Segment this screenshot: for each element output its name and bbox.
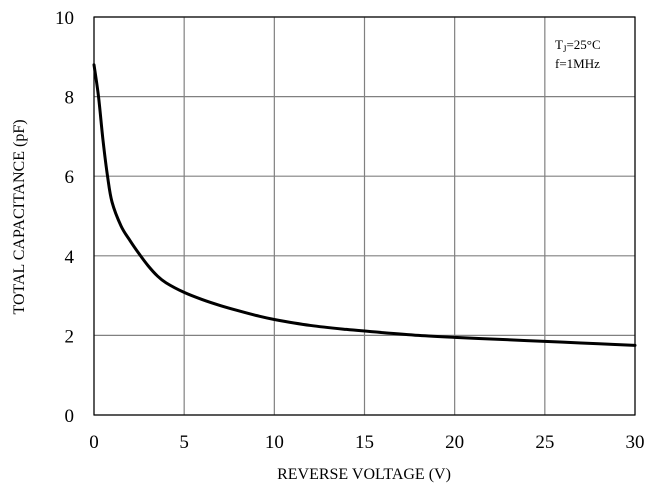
- frequency-annotation: f=1MHz: [555, 56, 600, 71]
- y-tick-label: 4: [65, 247, 75, 268]
- capacitance-curve: [92, 63, 637, 347]
- y-tick-label: 8: [65, 88, 75, 109]
- conditions-annotation: TJ=25°C f=1MHz: [555, 37, 601, 71]
- x-tick-label: 20: [445, 432, 464, 453]
- grid-lines: [93, 16, 636, 416]
- x-tick-label: 25: [535, 432, 554, 453]
- x-tick-label: 5: [179, 432, 189, 453]
- x-axis-label: REVERSE VOLTAGE (V): [277, 466, 451, 483]
- x-tick-label: 10: [265, 432, 284, 453]
- y-tick-label: 0: [65, 406, 75, 427]
- x-tick-label: 15: [355, 432, 374, 453]
- y-tick-label: 6: [65, 167, 75, 188]
- y-axis-label: TOTAL CAPACITANCE (pF): [11, 119, 28, 314]
- tick-labels: 0 5 10 15 20 25 30 0 2 4 6 8 10: [55, 8, 645, 453]
- x-tick-label: 30: [626, 432, 645, 453]
- y-tick-label: 2: [65, 326, 75, 347]
- plot-area-frame: [93, 16, 636, 416]
- x-tick-label: 0: [89, 432, 99, 453]
- temperature-annotation: TJ=25°C: [555, 37, 601, 54]
- y-tick-label: 10: [55, 8, 74, 29]
